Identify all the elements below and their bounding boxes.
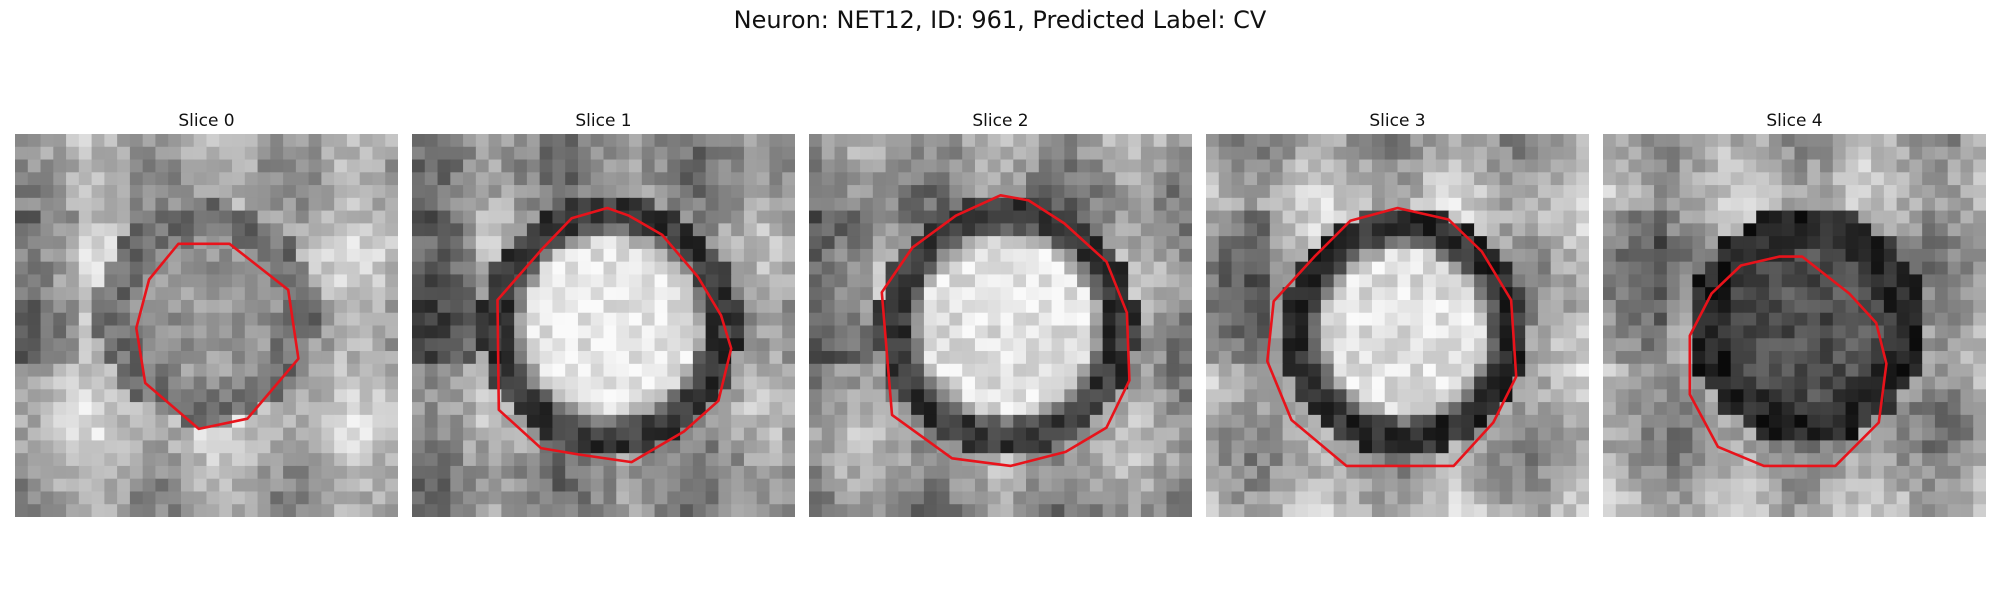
pixel-grid <box>1206 134 1589 517</box>
slice-panel-0: Slice 0 <box>15 108 398 517</box>
slice-image-4 <box>1603 134 1986 517</box>
slice-panel-3: Slice 3 <box>1206 108 1589 517</box>
slice-title-2: Slice 2 <box>972 111 1029 131</box>
microscopy-image-1 <box>412 134 795 517</box>
slice-image-2 <box>809 134 1192 517</box>
microscopy-image-2 <box>809 134 1192 517</box>
slice-title-4: Slice 4 <box>1766 111 1823 131</box>
slice-panel-4: Slice 4 <box>1603 108 1986 517</box>
segmentation-contour <box>135 242 300 431</box>
slice-image-0 <box>15 134 398 517</box>
slice-title-3: Slice 3 <box>1369 111 1426 131</box>
slice-image-1 <box>412 134 795 517</box>
microscopy-image-4 <box>1603 134 1986 517</box>
pixel-grid <box>809 134 1192 517</box>
slice-title-0: Slice 0 <box>178 111 235 131</box>
slice-panel-2: Slice 2 <box>809 108 1192 517</box>
slice-title-1: Slice 1 <box>575 111 632 131</box>
microscopy-image-0 <box>15 134 398 517</box>
segmentation-contour <box>496 206 733 464</box>
figure-title: Neuron: NET12, ID: 961, Predicted Label:… <box>733 6 1267 34</box>
segmentation-contour <box>1688 255 1888 468</box>
slice-panel-1: Slice 1 <box>412 108 795 517</box>
pixel-grid <box>1603 134 1986 517</box>
pixel-grid <box>15 134 398 517</box>
segmentation-contour <box>880 193 1131 468</box>
segmentation-contour <box>1265 206 1518 468</box>
slice-image-3 <box>1206 134 1589 517</box>
microscopy-image-3 <box>1206 134 1589 517</box>
pixel-grid <box>412 134 795 517</box>
